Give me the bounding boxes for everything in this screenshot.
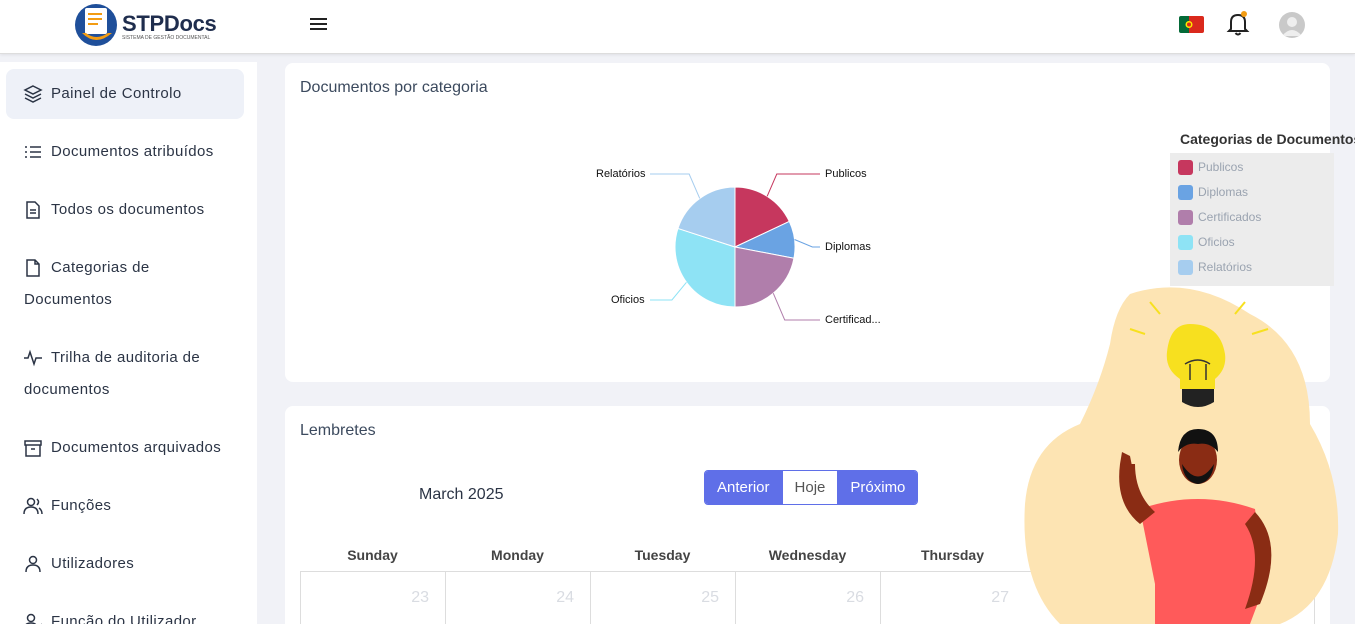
sidebar-item-audit-trail[interactable]: Trilha de auditoria de documentos bbox=[6, 338, 244, 402]
sidebar-item-label: Trilha de auditoria de bbox=[51, 349, 201, 366]
sidebar-item-label: Todos os documentos bbox=[51, 201, 205, 218]
users-icon bbox=[23, 497, 43, 515]
pie-leader-line-2 bbox=[772, 293, 820, 321]
pie-slice-0[interactable] bbox=[734, 186, 790, 248]
legend-item-oficios[interactable]: Oficios bbox=[1178, 235, 1235, 251]
day-number: 23 bbox=[411, 589, 429, 606]
pie-leader-line-0 bbox=[766, 173, 820, 197]
sidebar-item-label: Painel de Controlo bbox=[51, 85, 182, 102]
calendar-day-cell[interactable]: 23 bbox=[300, 571, 445, 624]
brand-subtitle: SISTEMA DE GESTÃO DOCUMENTAL bbox=[122, 35, 211, 41]
user-icon bbox=[25, 555, 41, 573]
legend-swatch bbox=[1178, 160, 1193, 176]
file-icon bbox=[26, 259, 40, 277]
legend-item-certificados[interactable]: Certificados bbox=[1178, 210, 1262, 226]
calendar-day-cell[interactable]: 24 bbox=[445, 571, 590, 624]
day-number: 25 bbox=[701, 589, 719, 606]
pie-slice-3[interactable] bbox=[674, 227, 736, 308]
calendar-nav-group: Anterior Hoje Próximo bbox=[704, 470, 919, 505]
legend-label: Diplomas bbox=[1198, 185, 1249, 199]
portugal-flag-icon[interactable] bbox=[1179, 16, 1204, 33]
user-check-icon bbox=[25, 613, 42, 624]
pie-label-oficios: Oficios bbox=[611, 294, 645, 306]
calendar-grid bbox=[300, 571, 1315, 624]
sidebar-item-dashboard[interactable]: Painel de Controlo bbox=[6, 69, 244, 119]
legend-title: Categorias de Documentos bbox=[1180, 131, 1355, 147]
sidebar-item-all-docs[interactable]: Todos os documentos bbox=[6, 190, 244, 230]
legend-item-diplomas[interactable]: Diplomas bbox=[1178, 185, 1249, 201]
legend-item-publicos[interactable]: Publicos bbox=[1178, 160, 1244, 176]
weekday-header: Monday bbox=[491, 547, 544, 563]
legend-label: Publicos bbox=[1198, 160, 1244, 174]
menu-toggle-button[interactable] bbox=[310, 15, 332, 37]
pie-slice-4[interactable] bbox=[677, 186, 736, 248]
legend-label: Certificados bbox=[1198, 210, 1262, 224]
legend-item-relatorios[interactable]: Relatórios bbox=[1178, 260, 1253, 276]
weekday-header: Wednesday bbox=[768, 547, 847, 563]
day-number: 24 bbox=[556, 589, 574, 606]
calendar-day-cell[interactable]: 25 bbox=[590, 571, 735, 624]
next-button[interactable]: Próximo bbox=[838, 471, 918, 504]
pie-leader-line-1 bbox=[794, 239, 820, 248]
sidebar-item-archived-docs[interactable]: Documentos arquivados bbox=[6, 428, 244, 468]
legend-swatch bbox=[1178, 235, 1193, 251]
sidebar-item-user-role[interactable]: Função do Utilizador bbox=[6, 602, 244, 624]
weekday-header: Thursday bbox=[920, 547, 984, 563]
day-number: 26 bbox=[846, 589, 864, 606]
pie-leader-line-3 bbox=[650, 281, 687, 301]
weekday-header: Tuesday bbox=[634, 547, 691, 563]
top-bar: STPDocs SISTEMA DE GESTÃO DOCUMENTAL bbox=[0, 0, 1355, 54]
legend-swatch bbox=[1178, 185, 1193, 201]
logo-icon bbox=[75, 4, 117, 46]
today-button[interactable]: Hoje bbox=[781, 471, 839, 504]
archive-icon bbox=[24, 440, 42, 457]
notifications-bell-icon[interactable] bbox=[1226, 11, 1250, 37]
card-title: Lembretes bbox=[300, 422, 376, 439]
layers-icon bbox=[23, 85, 43, 103]
pie-label-certificados: Certificad... bbox=[825, 314, 881, 326]
legend-swatch bbox=[1178, 210, 1193, 226]
sidebar-item-label: Documentos atribuídos bbox=[51, 143, 214, 160]
sidebar-item-label: Utilizadores bbox=[51, 555, 135, 572]
weekday-header: Sunday bbox=[347, 547, 398, 563]
legend-swatch bbox=[1178, 260, 1193, 276]
sidebar-item-doc-categories[interactable]: Categorias de Documentos bbox=[6, 248, 244, 312]
pie-leader-line-4 bbox=[650, 173, 701, 199]
legend-label: Relatórios bbox=[1198, 260, 1253, 274]
sidebar-item-label: Documentos arquivados bbox=[51, 439, 222, 456]
previous-button[interactable]: Anterior bbox=[705, 471, 782, 504]
sidebar-item-assigned-docs[interactable]: Documentos atribuídos bbox=[6, 132, 244, 172]
card-title: Documentos por categoria bbox=[300, 79, 488, 96]
pie-slice-2[interactable] bbox=[734, 246, 795, 308]
document-icon bbox=[26, 201, 40, 219]
calendar-day-cell[interactable]: 27 bbox=[880, 571, 1025, 624]
sidebar-item-label: Categorias de bbox=[51, 259, 150, 276]
logo[interactable]: STPDocs SISTEMA DE GESTÃO DOCUMENTAL bbox=[74, 3, 219, 47]
sidebar-item-roles[interactable]: Funções bbox=[6, 486, 244, 526]
sidebar-item-label-line2: Documentos bbox=[24, 291, 113, 308]
chart-legend bbox=[1170, 153, 1334, 286]
pie-label-diplomas: Diplomas bbox=[825, 241, 871, 253]
idea-person-illustration bbox=[1024, 287, 1339, 624]
brand-name: STPDocs bbox=[122, 11, 217, 36]
activity-icon bbox=[24, 349, 42, 367]
user-avatar[interactable] bbox=[1279, 12, 1305, 38]
sidebar-item-label: Função do Utilizador bbox=[51, 613, 197, 624]
pie-label-relatorios: Relatórios bbox=[596, 168, 646, 180]
sidebar: Painel de Controlo Documentos atribuídos… bbox=[0, 62, 257, 624]
sidebar-item-label: Funções bbox=[51, 497, 112, 514]
sidebar-item-users[interactable]: Utilizadores bbox=[6, 544, 244, 584]
calendar-month-title: March 2025 bbox=[419, 486, 504, 503]
legend-label: Oficios bbox=[1198, 235, 1235, 249]
day-number: 27 bbox=[991, 589, 1009, 606]
list-icon bbox=[25, 146, 41, 158]
pie-label-publicos: Publicos bbox=[825, 168, 867, 180]
sidebar-item-label-line2: documentos bbox=[24, 381, 110, 398]
calendar-day-cell[interactable]: 26 bbox=[735, 571, 880, 624]
